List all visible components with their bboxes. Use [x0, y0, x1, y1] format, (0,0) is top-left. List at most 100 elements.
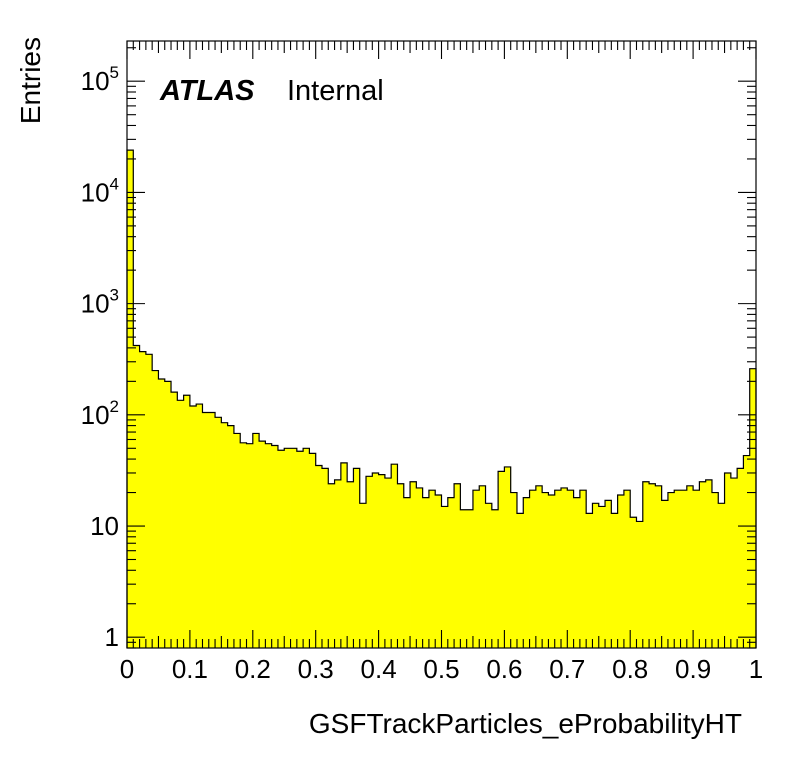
histogram-bin [397, 483, 405, 648]
x-tick-label: 0.5 [423, 654, 459, 684]
histogram-bin [227, 425, 235, 648]
histogram-bin [567, 490, 574, 648]
x-tick-labels: 0 0.1 0.2 0.3 0.4 0.5 0.6 0.7 0.8 0.9 1 [120, 654, 763, 684]
histogram-bin [259, 441, 266, 648]
histogram-bin [252, 433, 260, 648]
histogram-bin [611, 513, 619, 648]
histogram-bin [403, 497, 411, 648]
histogram-bin [718, 503, 725, 648]
histogram-bin [221, 422, 229, 648]
histogram-bin [208, 412, 216, 648]
histogram-bin [152, 370, 159, 648]
histogram-bin [592, 503, 600, 648]
histogram-bin [743, 455, 751, 648]
histogram-bin [366, 476, 373, 648]
histogram-bin [441, 506, 449, 648]
histogram-bin [435, 495, 442, 648]
histogram-bin [623, 490, 631, 648]
histogram-bin [416, 487, 424, 648]
histogram-bin [303, 448, 310, 648]
histogram-bin [334, 479, 342, 648]
histogram-bin [422, 497, 430, 648]
histogram-bin [730, 478, 738, 648]
histogram-bin [573, 497, 581, 648]
histogram-bin [447, 497, 455, 648]
x-tick-label: 0 [120, 654, 134, 684]
histogram-bin [542, 492, 549, 648]
histogram-bin [535, 485, 543, 648]
histogram-bin [328, 483, 335, 648]
y-tick-label: 102 [81, 397, 119, 430]
histogram-bin [309, 453, 317, 648]
x-tick-label: 0.3 [298, 654, 334, 684]
histogram-bin [617, 495, 625, 648]
histogram-bin [561, 487, 568, 648]
histogram-bin [554, 490, 562, 648]
histogram-bin [649, 483, 656, 648]
histogram-bin [145, 354, 153, 648]
histogram-bin [724, 472, 732, 648]
histogram-bin [177, 400, 185, 648]
y-tick-label: 105 [81, 63, 119, 96]
histogram-bin [246, 443, 254, 648]
histogram-bin [523, 497, 530, 648]
histogram-bin [680, 490, 688, 648]
y-axis-title: Entries [15, 37, 46, 124]
histogram-bin [579, 490, 587, 648]
histogram-bin [737, 468, 744, 648]
histogram-bin [189, 406, 197, 648]
histogram-bin [340, 462, 348, 648]
histogram-bin [164, 381, 172, 648]
histogram-bin [605, 500, 612, 648]
histogram-bin [321, 468, 329, 648]
histogram-bin [598, 506, 606, 648]
histogram-bin [642, 481, 650, 648]
y-tick-label: 104 [81, 174, 119, 207]
x-axis-title: GSFTrackParticles_eProbabilityHT [309, 708, 742, 739]
histogram-bin [215, 417, 222, 648]
histogram-bin [284, 448, 291, 648]
x-tick-label: 0.2 [235, 654, 271, 684]
histogram-bin [277, 450, 285, 648]
histogram-bin [139, 351, 147, 648]
histogram-bin [296, 451, 304, 648]
histogram-bin [290, 448, 298, 648]
histogram-bin [699, 481, 707, 648]
histogram-bin [472, 490, 480, 648]
histogram-bin [202, 412, 210, 648]
histogram-bin [410, 481, 417, 648]
y-tick-labels: 1 10 102 103 104 105 [81, 63, 119, 652]
histogram-bin [693, 490, 700, 648]
histogram-bin [196, 404, 203, 648]
x-tick-label: 0.1 [172, 654, 208, 684]
x-tick-label: 0.4 [361, 654, 397, 684]
histogram-bin [315, 465, 323, 648]
x-tick-label: 0.8 [612, 654, 648, 684]
y-tick-label: 103 [81, 286, 119, 319]
histogram-bin [510, 492, 518, 648]
histogram-bin [661, 500, 669, 648]
histogram-bin [171, 392, 178, 648]
histogram-bin [516, 513, 524, 648]
histogram-bin [491, 509, 499, 648]
histogram-bin [359, 503, 367, 648]
x-tick-label: 0.7 [549, 654, 585, 684]
histogram-bin [347, 481, 354, 648]
histogram-outline [126, 149, 757, 648]
histogram-bin [378, 474, 386, 648]
histogram-bin [655, 485, 663, 648]
histogram-bin [384, 478, 392, 648]
histogram-bin [586, 513, 593, 648]
histogram-bin [372, 472, 379, 648]
histogram-bin [428, 490, 436, 648]
internal-label: Internal [287, 75, 384, 107]
histogram-bin [127, 150, 134, 649]
histogram-bin [271, 445, 279, 648]
y-tick-label: 1 [105, 622, 119, 652]
histogram-bin [240, 442, 247, 648]
x-tick-label: 1 [749, 654, 763, 684]
histogram-bin [454, 483, 461, 648]
histogram-bin [630, 517, 637, 648]
histogram-bin [460, 509, 468, 648]
